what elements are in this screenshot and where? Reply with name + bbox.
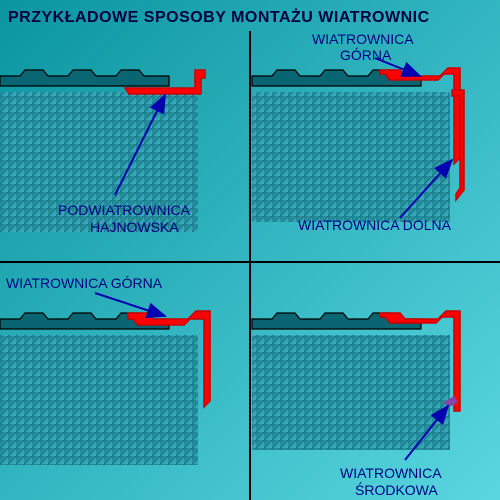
label-br-1: WIATROWNICA <box>340 465 442 481</box>
wall-tr <box>252 92 450 222</box>
diagram-title: PRZYKŁADOWE SPOSOBY MONTAŻU WIATROWNIC <box>8 8 430 26</box>
label-tr-top-1: WIATROWNICA <box>312 31 414 47</box>
diagram-svg: PRZYKŁADOWE SPOSOBY MONTAŻU WIATROWNIC P… <box>0 0 500 500</box>
label-bl: WIATROWNICA GÓRNA <box>6 275 163 291</box>
panel-top-left: PODWIATROWNICA HAJNOWSKA <box>0 70 205 235</box>
label-tl-2: HAJNOWSKA <box>90 219 179 235</box>
wall-bl <box>0 335 198 465</box>
label-tr-top-2: GÓRNA <box>340 47 392 63</box>
label-br-2: ŚRODKOWA <box>355 481 438 498</box>
diagram-container: PRZYKŁADOWE SPOSOBY MONTAŻU WIATROWNIC P… <box>0 0 500 500</box>
label-tr-bottom: WIATROWNICA DOLNA <box>298 217 452 233</box>
label-tl-1: PODWIATROWNICA <box>58 202 191 218</box>
wall-br <box>252 335 450 450</box>
